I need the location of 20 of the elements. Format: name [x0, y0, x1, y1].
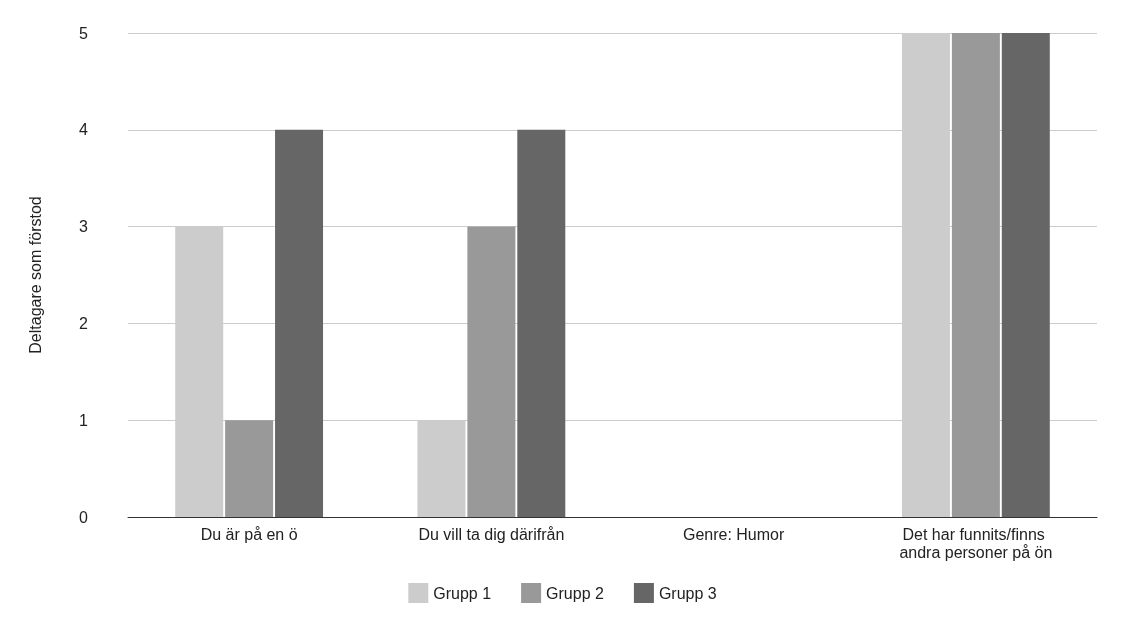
bar	[275, 129, 324, 517]
y-tick-label: 5	[79, 24, 89, 42]
y-tick-label: 4	[79, 121, 89, 139]
bar	[467, 226, 516, 517]
x-tick-label: Du är på en ö	[200, 525, 298, 543]
legend-label: Grupp 1	[433, 584, 492, 602]
bar	[517, 129, 566, 517]
x-tick-label: Det har funnits/finns andra personer på ön	[899, 525, 1053, 561]
y-tick-label: 0	[79, 508, 89, 526]
x-tick-label: Du vill ta dig därifrån	[418, 525, 565, 543]
legend-label: Grupp 3	[658, 584, 717, 602]
bar	[225, 420, 274, 517]
y-tick-label: 3	[79, 218, 89, 236]
bar	[1001, 33, 1050, 517]
y-tick-label: 1	[79, 411, 89, 429]
bar	[951, 33, 1000, 517]
x-tick-label: Genre: Humor	[682, 525, 785, 543]
y-tick-label: 2	[79, 314, 89, 332]
y-axis-title: Deltagare som förstod	[26, 196, 44, 354]
legend-label: Grupp 2	[546, 584, 605, 602]
